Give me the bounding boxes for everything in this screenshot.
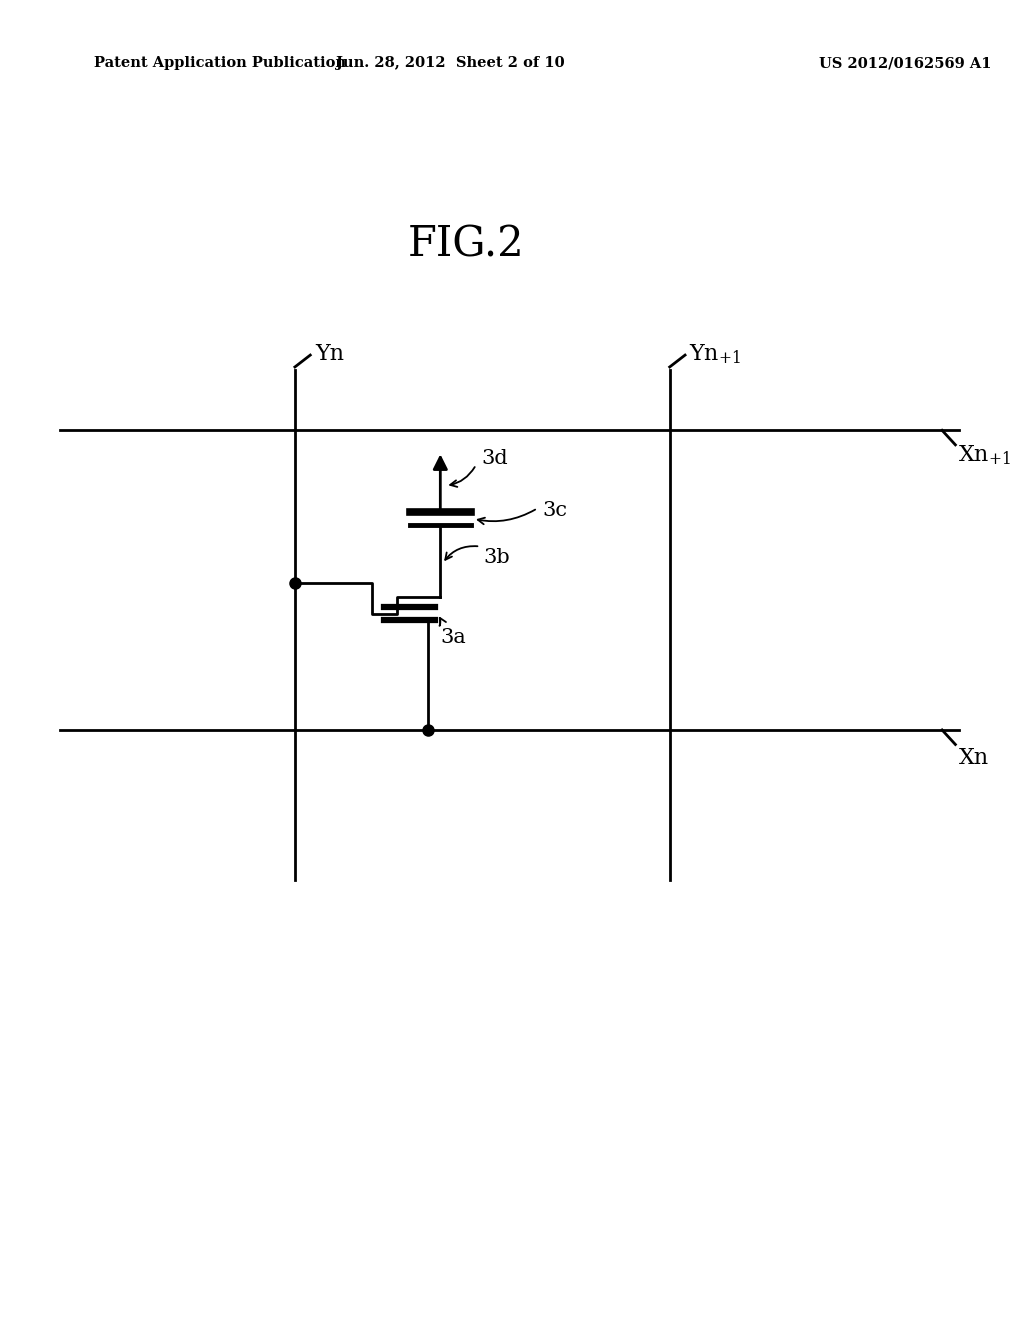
Text: 3b: 3b	[483, 548, 510, 566]
Text: Yn: Yn	[315, 343, 344, 364]
Text: Jun. 28, 2012  Sheet 2 of 10: Jun. 28, 2012 Sheet 2 of 10	[336, 57, 565, 70]
Text: 3c: 3c	[543, 502, 567, 520]
Text: Yn$_{\mathregular{+1}}$: Yn$_{\mathregular{+1}}$	[689, 342, 741, 366]
Text: Xn$_{\mathregular{+1}}$: Xn$_{\mathregular{+1}}$	[958, 444, 1012, 467]
Text: FIG.2: FIG.2	[408, 223, 524, 265]
Text: 3a: 3a	[440, 628, 466, 647]
Text: Patent Application Publication: Patent Application Publication	[94, 57, 346, 70]
Text: US 2012/0162569 A1: US 2012/0162569 A1	[819, 57, 991, 70]
Text: Xn: Xn	[958, 747, 988, 768]
Text: 3d: 3d	[481, 449, 508, 467]
